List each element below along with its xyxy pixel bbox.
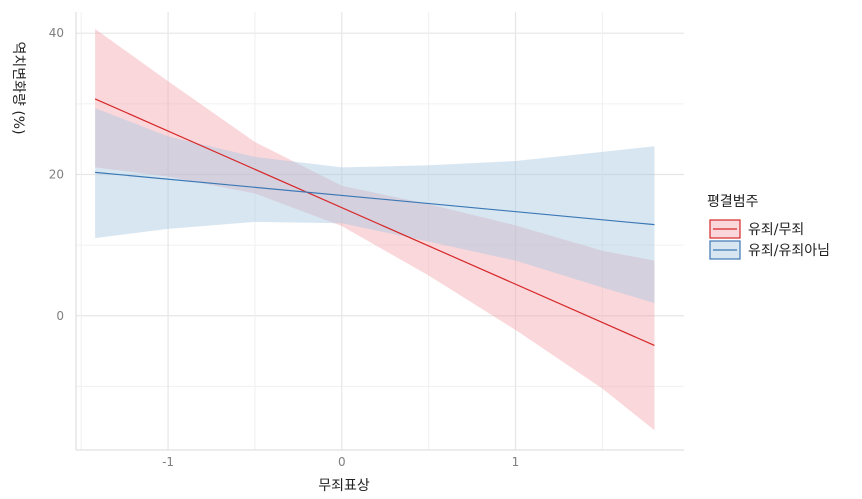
x-tick-label: -1	[162, 455, 174, 469]
legend-label-2: 유죄/유죄아님	[748, 243, 830, 259]
confidence-band-2	[95, 108, 655, 304]
x-tick-label: 1	[512, 455, 520, 469]
series-line-1	[94, 98, 655, 346]
confidence-bands	[95, 28, 655, 431]
legend-label-1: 유죄/무죄	[748, 222, 804, 238]
series-line-2	[95, 171, 655, 226]
y-axis-title: 역치변화량 (%)	[10, 41, 26, 134]
x-tick-labels: -1 0 1	[162, 455, 519, 469]
x-tick-label: 0	[338, 455, 346, 469]
y-tick-labels: 0 20 40	[49, 26, 64, 323]
x-axis-title: 무죄표상	[318, 478, 370, 494]
legend-title: 평결범주	[707, 194, 759, 210]
confidence-band-1	[95, 28, 655, 431]
y-tick-label: 40	[49, 26, 64, 40]
series-lines	[94, 98, 655, 346]
y-tick-label: 0	[56, 309, 64, 323]
y-tick-label: 20	[49, 167, 64, 181]
grid	[76, 12, 684, 450]
axes	[75, 12, 684, 451]
